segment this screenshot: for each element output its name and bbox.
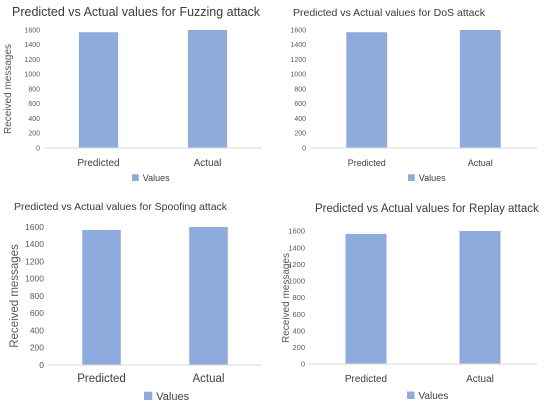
y-tick-label-spoofing: 600: [30, 308, 44, 318]
y-tick-label-dos: 200: [294, 131, 306, 138]
chart-fuzzing: Predicted vs Actual values for Fuzzing a…: [0, 0, 275, 200]
x-tick-label-fuzzing: Predicted: [77, 158, 119, 169]
y-tick-label-dos: 1400: [290, 42, 306, 49]
bar-actual-fuzzing: [187, 30, 228, 148]
y-axis-label-replay: Received messages: [281, 253, 292, 343]
bar-actual-spoofing: [189, 227, 228, 365]
chart-replay: Predicted vs Actual values for Replay at…: [275, 200, 550, 411]
bar-predicted-replay: [345, 233, 387, 364]
y-tick-label-fuzzing: 1200: [24, 57, 40, 64]
y-tick-label-spoofing: 400: [30, 325, 44, 335]
y-tick-label-fuzzing: 400: [28, 116, 40, 123]
y-tick-label-spoofing: 1400: [25, 239, 44, 249]
y-tick-label-fuzzing: 0: [36, 145, 40, 152]
y-tick-label-dos: 1000: [290, 72, 306, 79]
y-tick-label-dos: 1200: [290, 57, 306, 64]
y-tick-label-fuzzing: 1000: [24, 72, 40, 79]
y-tick-label-spoofing: 1000: [25, 274, 44, 284]
bar-predicted-spoofing: [82, 230, 121, 365]
legend-swatch-fuzzing: [132, 174, 139, 181]
y-tick-label-dos: 600: [294, 101, 306, 108]
legend-swatch-replay: [407, 391, 415, 399]
chart-fuzzing-svg: Predicted vs Actual values for Fuzzing a…: [3, 5, 262, 183]
y-tick-label-spoofing: 0: [39, 360, 44, 370]
y-tick-label-spoofing: 1200: [25, 256, 44, 266]
chart-title-fuzzing: Predicted vs Actual values for Fuzzing a…: [12, 5, 261, 19]
x-tick-label-dos: Actual: [468, 158, 493, 168]
chart-replay-svg: Predicted vs Actual values for Replay at…: [281, 203, 539, 402]
y-tick-label-replay: 600: [292, 310, 305, 319]
y-tick-label-fuzzing: 800: [28, 86, 40, 93]
chart-title-dos: Predicted vs Actual values for DoS attac…: [293, 7, 486, 19]
x-tick-label-spoofing: Actual: [193, 373, 225, 385]
y-tick-label-fuzzing: 600: [28, 101, 40, 108]
y-tick-label-dos: 0: [302, 145, 306, 152]
legend-swatch-spoofing: [144, 391, 153, 400]
legend-label-fuzzing: Values: [143, 173, 170, 183]
chart-spoofing: Predicted vs Actual values for Spoofing …: [0, 200, 275, 411]
y-tick-label-replay: 1400: [288, 243, 305, 252]
x-tick-label-dos: Predicted: [348, 158, 386, 168]
bar-predicted-dos: [346, 32, 388, 148]
y-tick-label-fuzzing: 200: [28, 131, 40, 138]
y-tick-label-fuzzing: 1600: [24, 27, 40, 34]
y-tick-label-replay: 1000: [288, 277, 305, 286]
y-tick-label-replay: 1600: [288, 227, 305, 236]
y-tick-label-spoofing: 200: [30, 343, 44, 353]
x-tick-label-fuzzing: Actual: [194, 158, 222, 169]
chart-spoofing-svg: Predicted vs Actual values for Spoofing …: [9, 201, 262, 403]
chart-title-spoofing: Predicted vs Actual values for Spoofing …: [14, 201, 228, 213]
legend-label-replay: Values: [419, 391, 449, 402]
chart-title-replay: Predicted vs Actual values for Replay at…: [315, 203, 539, 215]
legend-label-spoofing: Values: [156, 391, 189, 403]
y-axis-label-fuzzing: Received messages: [3, 44, 14, 134]
bar-actual-dos: [459, 30, 501, 148]
y-tick-label-fuzzing: 1400: [24, 42, 40, 49]
y-tick-label-dos: 400: [294, 116, 306, 123]
chart-dos-svg: Predicted vs Actual values for DoS attac…: [290, 7, 537, 183]
legend-label-dos: Values: [419, 173, 446, 183]
bar-actual-replay: [459, 231, 501, 364]
x-tick-label-replay: Predicted: [345, 374, 387, 385]
y-tick-label-replay: 200: [292, 343, 305, 352]
y-tick-label-dos: 1600: [290, 27, 306, 34]
chart-dos: Predicted vs Actual values for DoS attac…: [275, 0, 550, 200]
y-axis-label-spoofing: Received messages: [9, 244, 21, 348]
y-tick-label-dos: 800: [294, 86, 306, 93]
legend-swatch-dos: [408, 174, 415, 181]
y-tick-label-replay: 800: [292, 293, 305, 302]
x-tick-label-spoofing: Predicted: [77, 373, 126, 385]
y-tick-label-replay: 0: [301, 360, 305, 369]
x-tick-label-replay: Actual: [466, 374, 494, 385]
bar-predicted-fuzzing: [78, 32, 119, 148]
y-tick-label-replay: 1200: [288, 260, 305, 269]
y-tick-label-replay: 400: [292, 326, 305, 335]
y-tick-label-spoofing: 800: [30, 291, 44, 301]
y-tick-label-spoofing: 1600: [25, 222, 44, 232]
